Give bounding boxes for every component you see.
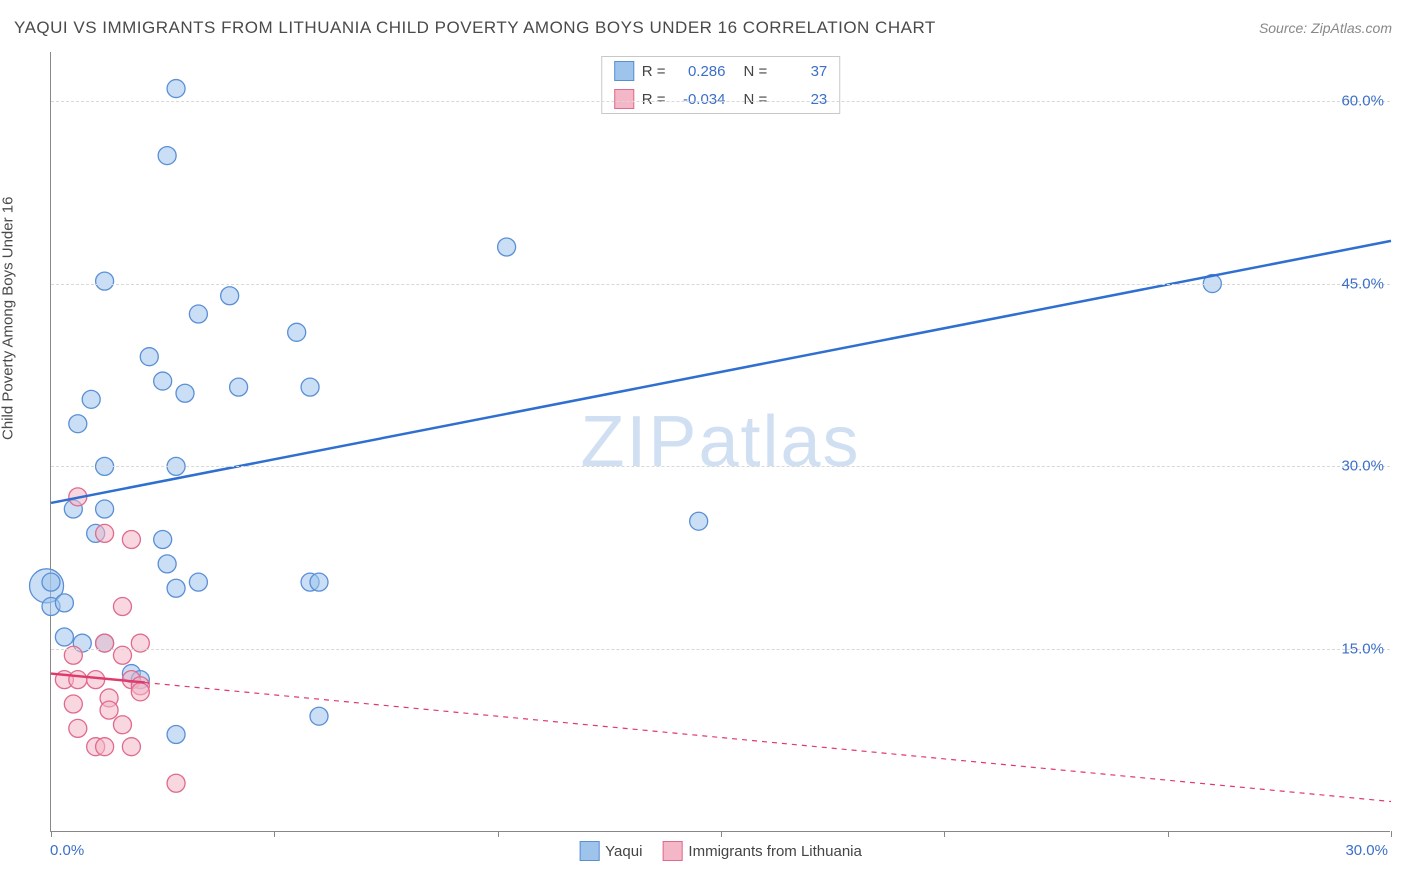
legend-n-yaqui: 37 [775, 63, 827, 80]
legend-n-lithuania: 23 [775, 91, 827, 108]
scatter-point-yaqui [230, 378, 248, 396]
scatter-point-lithuania [167, 774, 185, 792]
scatter-point-yaqui [154, 531, 172, 549]
scatter-point-yaqui [167, 80, 185, 98]
legend-swatch-yaqui [614, 61, 634, 81]
scatter-point-lithuania [113, 598, 131, 616]
trend-line-yaqui [51, 241, 1391, 503]
legend-correlation: R = 0.286 N = 37 R = -0.034 N = 23 [601, 56, 841, 114]
chart-source: Source: ZipAtlas.com [1259, 20, 1392, 36]
scatter-point-yaqui [82, 390, 100, 408]
x-tick [498, 831, 499, 837]
x-tick [1391, 831, 1392, 837]
scatter-point-lithuania [122, 531, 140, 549]
legend-swatch-lithuania [662, 841, 682, 861]
scatter-point-lithuania [64, 695, 82, 713]
scatter-point-yaqui [288, 323, 306, 341]
scatter-point-lithuania [69, 719, 87, 737]
scatter-point-yaqui [176, 384, 194, 402]
scatter-point-yaqui [221, 287, 239, 305]
legend-r-label: R = [642, 63, 666, 80]
scatter-point-yaqui [158, 555, 176, 573]
chart-header: YAQUI VS IMMIGRANTS FROM LITHUANIA CHILD… [14, 18, 1392, 38]
x-tick [51, 831, 52, 837]
chart-title: YAQUI VS IMMIGRANTS FROM LITHUANIA CHILD… [14, 18, 936, 38]
scatter-point-lithuania [131, 683, 149, 701]
legend-row-lithuania: R = -0.034 N = 23 [602, 85, 840, 113]
scatter-point-yaqui [310, 573, 328, 591]
gridline [51, 649, 1390, 650]
scatter-point-yaqui [189, 573, 207, 591]
scatter-point-yaqui [55, 628, 73, 646]
scatter-point-yaqui [154, 372, 172, 390]
scatter-point-yaqui [96, 500, 114, 518]
y-tick-label: 15.0% [1341, 641, 1384, 658]
scatter-point-yaqui [69, 415, 87, 433]
plot-svg [51, 52, 1390, 831]
scatter-point-yaqui [301, 378, 319, 396]
y-tick-label: 60.0% [1341, 92, 1384, 109]
scatter-point-lithuania [96, 524, 114, 542]
gridline [51, 101, 1390, 102]
scatter-point-lithuania [100, 701, 118, 719]
y-tick-label: 45.0% [1341, 275, 1384, 292]
scatter-point-yaqui [690, 512, 708, 530]
legend-label-yaqui: Yaqui [605, 843, 642, 860]
legend-label-lithuania: Immigrants from Lithuania [688, 843, 861, 860]
legend-n-label: N = [744, 91, 768, 108]
scatter-point-lithuania [96, 738, 114, 756]
legend-item-yaqui: Yaqui [579, 841, 642, 861]
plot-area: ZIPatlas R = 0.286 N = 37 R = -0.034 N =… [50, 52, 1390, 832]
gridline [51, 466, 1390, 467]
scatter-point-yaqui [167, 579, 185, 597]
scatter-point-lithuania [69, 671, 87, 689]
scatter-point-yaqui [167, 726, 185, 744]
legend-swatch-lithuania [614, 89, 634, 109]
scatter-point-yaqui [140, 348, 158, 366]
scatter-point-yaqui [55, 594, 73, 612]
plot-inner: ZIPatlas R = 0.286 N = 37 R = -0.034 N =… [51, 52, 1390, 831]
scatter-point-yaqui [310, 707, 328, 725]
x-tick [274, 831, 275, 837]
legend-row-yaqui: R = 0.286 N = 37 [602, 57, 840, 85]
y-tick-label: 30.0% [1341, 458, 1384, 475]
scatter-point-yaqui [42, 573, 60, 591]
y-axis-label: Child Poverty Among Boys Under 16 [0, 197, 17, 440]
legend-n-label: N = [744, 63, 768, 80]
scatter-point-lithuania [113, 716, 131, 734]
x-tick [721, 831, 722, 837]
scatter-point-lithuania [122, 738, 140, 756]
scatter-point-yaqui [189, 305, 207, 323]
legend-swatch-yaqui [579, 841, 599, 861]
legend-series: Yaqui Immigrants from Lithuania [579, 841, 862, 861]
legend-r-lithuania: -0.034 [674, 91, 726, 108]
scatter-point-yaqui [498, 238, 516, 256]
scatter-point-yaqui [158, 147, 176, 165]
gridline [51, 284, 1390, 285]
legend-r-label: R = [642, 91, 666, 108]
x-tick [1168, 831, 1169, 837]
x-axis-min-label: 0.0% [50, 842, 84, 859]
x-tick [944, 831, 945, 837]
legend-item-lithuania: Immigrants from Lithuania [662, 841, 861, 861]
scatter-point-yaqui [96, 272, 114, 290]
trend-line-lithuania-extend [145, 683, 1391, 802]
x-axis-max-label: 30.0% [1345, 842, 1388, 859]
legend-r-yaqui: 0.286 [674, 63, 726, 80]
